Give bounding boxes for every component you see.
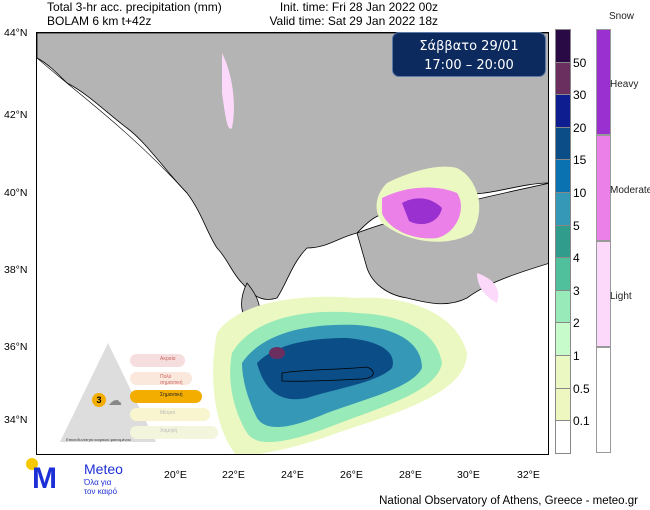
warning-scale: Ακραία Πολύ σημαντική Σημαντική Μέτρια Χ… — [58, 340, 218, 445]
precip-legend-label: 5 — [573, 218, 580, 233]
precip-color-swatch — [555, 224, 571, 258]
precip-color-swatch — [555, 94, 571, 127]
lat-tick: 34°N — [4, 414, 28, 426]
precip-color-swatch — [555, 192, 571, 225]
init-time: Init. time: Fri 28 Jan 2022 00z — [279, 0, 438, 14]
precip-legend-label: 1 — [573, 349, 580, 363]
precip-legend-label: 0.1 — [573, 414, 590, 429]
precip-color-swatch — [555, 257, 571, 290]
model-label: BOLAM 6 km t+42z — [47, 14, 152, 28]
precip-color-swatch — [555, 420, 571, 453]
snow-color-swatch — [596, 347, 611, 453]
warning-level-4: Πολύ σημαντική — [130, 372, 192, 386]
lon-tick: 22°E — [222, 469, 245, 481]
date-box: Σάββατο 29/01 17:00 – 20:00 — [392, 32, 546, 77]
lon-tick: 24°E — [281, 469, 304, 481]
precip-legend-label: 20 — [573, 120, 587, 135]
precip-legend-label: 3 — [573, 283, 580, 298]
lat-tick: 42°N — [4, 109, 28, 121]
active-level-badge: 3 — [92, 393, 106, 407]
logo-m-icon: M — [32, 462, 57, 495]
lat-tick: 40°N — [4, 187, 28, 199]
logo-name: Meteo — [84, 461, 123, 477]
chart-title: Total 3-hr acc. precipitation (mm) — [47, 0, 222, 14]
precip-color-swatch — [555, 126, 571, 160]
warning-level-3: Σημαντική — [130, 390, 202, 403]
snow-color-swatch — [596, 241, 611, 347]
precip-legend-label: 0.5 — [573, 381, 590, 396]
precip-legend-label: 4 — [573, 251, 580, 266]
snow-legend-label: Heavy — [610, 79, 639, 90]
precip-legend-label: 15 — [573, 153, 587, 168]
lon-tick: 28°E — [399, 469, 422, 481]
date-day: Σάββατο 29/01 — [419, 39, 519, 54]
rain-cloud-icon: ☁ — [108, 392, 122, 408]
logo-sun-icon — [26, 458, 38, 470]
precip-color-swatch — [555, 29, 571, 62]
precip-color-swatch — [555, 387, 571, 421]
snow-color-swatch — [596, 135, 611, 241]
precip-legend-label: 10 — [573, 186, 587, 200]
precip-color-swatch — [555, 159, 571, 192]
warning-caption: Επικινδυνότητα καιρικού φαινομένου — [66, 437, 131, 442]
precip-legend-label: 30 — [573, 88, 587, 103]
precip-legend-label: 2 — [573, 316, 580, 331]
date-hours: 17:00 – 20:00 — [424, 58, 514, 73]
footer-credit: National Observatory of Athens, Greece -… — [379, 495, 638, 507]
precip-color-swatch — [555, 61, 571, 95]
snow-color-swatch — [596, 29, 611, 135]
valid-time: Valid time: Sat 29 Jan 2022 18z — [269, 14, 438, 28]
lat-tick: 36°N — [4, 341, 28, 353]
warning-level-2: Μέτρια — [130, 408, 210, 421]
precip-color-swatch — [555, 289, 571, 323]
lat-tick: 38°N — [4, 264, 28, 276]
precip-legend-label: 50 — [573, 55, 587, 70]
snow-legend-title: Snow — [609, 11, 635, 22]
warning-level-1: Χαμηλή — [130, 426, 218, 439]
snow-legend-label: Light — [610, 291, 632, 302]
lon-tick: 20°E — [164, 469, 187, 481]
snow-legend-label: Moderate — [610, 185, 650, 196]
logo-tagline-2: τον καιρό — [84, 487, 118, 496]
precip-color-swatch — [555, 355, 571, 388]
warning-level-5: Ακραία — [130, 354, 185, 367]
lat-tick: 44°N — [4, 27, 28, 39]
lon-tick: 32°E — [517, 469, 540, 481]
precip-color-swatch — [555, 322, 571, 355]
logo-tagline-1: Όλα για — [84, 478, 112, 487]
lon-tick: 30°E — [457, 469, 480, 481]
lon-tick: 26°E — [340, 469, 363, 481]
